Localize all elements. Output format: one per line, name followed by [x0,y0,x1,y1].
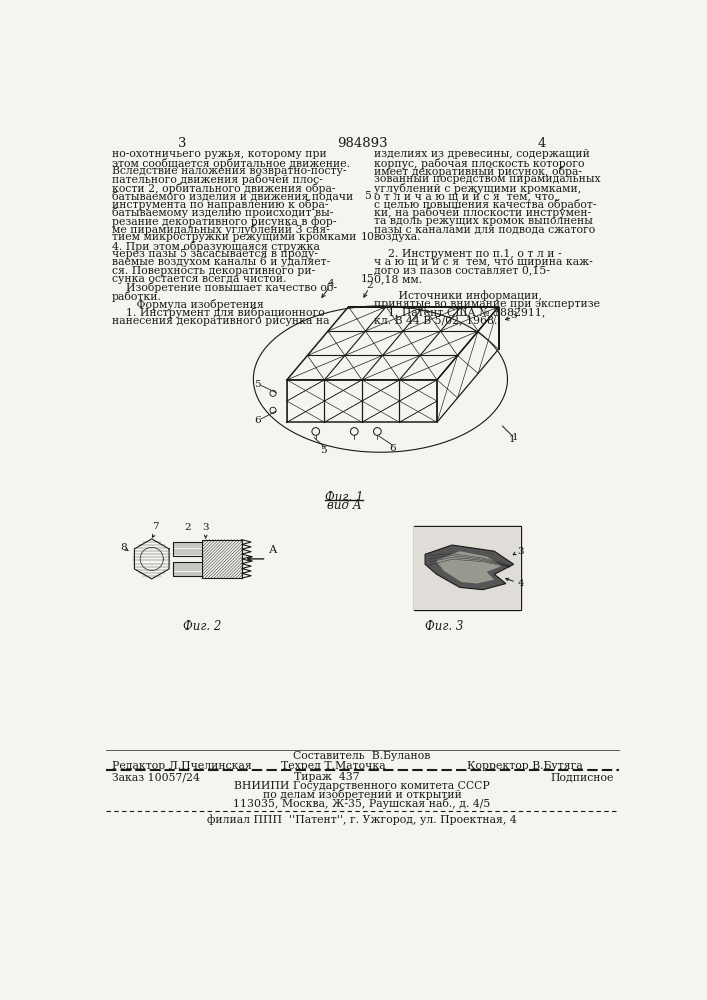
Text: 1: 1 [509,435,516,444]
Text: ки, на рабочей плоскости инструмен-: ки, на рабочей плоскости инструмен- [373,207,591,218]
Text: та вдоль режущих кромок выполнены: та вдоль режущих кромок выполнены [373,216,592,226]
Text: 2: 2 [184,523,190,532]
Text: 5: 5 [255,380,261,389]
Text: зованный посредством пирамидальных: зованный посредством пирамидальных [373,174,600,184]
Text: 3: 3 [202,523,209,532]
Text: кл. В 44 В 5/02, 1968.: кл. В 44 В 5/02, 1968. [373,316,497,326]
Text: через пазы 5 засасывается в проду-: через пазы 5 засасывается в проду- [112,249,317,259]
Text: 3: 3 [518,547,524,556]
Text: 2: 2 [366,281,373,290]
Text: имеет декоративный рисунок, обра-: имеет декоративный рисунок, обра- [373,166,581,177]
Text: Подписное: Подписное [550,772,614,782]
Text: 4: 4 [328,279,334,288]
Text: Фиг. 3: Фиг. 3 [425,620,464,634]
Text: А: А [269,545,277,555]
Text: кости 2, орбитального движения обра-: кости 2, орбитального движения обра- [112,183,335,194]
Text: тием микростружки режущими кромками: тием микростружки режущими кромками [112,232,356,242]
Text: дого из пазов составляет 0,15-: дого из пазов составляет 0,15- [373,266,549,276]
Bar [173,562,201,576]
Bar [414,526,521,610]
Text: 6: 6 [390,444,396,453]
Text: Вследствие наложения возвратно-посту-: Вследствие наложения возвратно-посту- [112,166,346,176]
Text: корпус, рабочая плоскость которого: корпус, рабочая плоскость которого [373,158,584,169]
Text: вид А: вид А [327,499,361,512]
Text: Фиг. 2: Фиг. 2 [182,620,221,634]
Text: 2. Инструмент по п.1, о т л и -: 2. Инструмент по п.1, о т л и - [373,249,561,259]
Text: 15: 15 [361,274,375,284]
Text: 7: 7 [152,522,159,531]
Text: ваемые воздухом каналы 6 и удаляет-: ваемые воздухом каналы 6 и удаляет- [112,257,330,267]
Text: Корректор В.Бутяга: Корректор В.Бутяга [467,761,583,771]
Bar [201,540,242,578]
Text: по делам изобретений и открытий: по делам изобретений и открытий [262,789,462,800]
Text: воздуха.: воздуха. [373,232,421,242]
Text: Редактор Л.Пчелинская: Редактор Л.Пчелинская [112,761,252,771]
Text: нанесения декоративного рисунка на: нанесения декоративного рисунка на [112,316,329,326]
Text: 0,18 мм.: 0,18 мм. [373,274,421,284]
Text: 4: 4 [518,579,524,588]
Text: Заказ 10057/24: Заказ 10057/24 [112,772,199,782]
Text: принятые во внимание при экспертизе: принятые во внимание при экспертизе [373,299,600,309]
Text: работки.: работки. [112,291,162,302]
Polygon shape [425,545,514,590]
Text: углублений с режущими кромками,: углублений с режущими кромками, [373,183,580,194]
Text: ч а ю щ и й с я  тем, что ширина каж-: ч а ю щ и й с я тем, что ширина каж- [373,257,592,267]
Text: 4: 4 [538,137,547,150]
Text: изделиях из древесины, содержащий: изделиях из древесины, содержащий [373,149,590,159]
Text: ме пирамидальных углублений 3 сня-: ме пирамидальных углублений 3 сня- [112,224,329,235]
Text: Составитель  В.Буланов: Составитель В.Буланов [293,751,431,761]
Text: резание декоративного рисунка в фор-: резание декоративного рисунка в фор- [112,216,337,227]
Text: Тираж  437: Тираж 437 [293,772,359,782]
Text: Источники информации,: Источники информации, [373,291,542,301]
Text: 5: 5 [364,191,371,201]
Text: сунка остается всегда чистой.: сунка остается всегда чистой. [112,274,286,284]
Text: Техред Т.Маточка: Техред Т.Маточка [281,761,386,771]
Text: 8: 8 [121,543,127,552]
Text: батываемому изделию происходит вы-: батываемому изделию происходит вы- [112,207,333,218]
Text: инструмента по направлению к обра-: инструмента по направлению к обра- [112,199,328,210]
Text: о т л и ч а ю щ и й с я  тем, что,: о т л и ч а ю щ и й с я тем, что, [373,191,557,201]
Polygon shape [437,551,502,584]
Bar [414,527,520,610]
Text: пательного движения рабочей плос-: пательного движения рабочей плос- [112,174,322,185]
Text: 6: 6 [255,416,261,425]
Text: ся. Поверхность декоративного ри-: ся. Поверхность декоративного ри- [112,266,315,276]
Text: батываемого изделия и движения подачи: батываемого изделия и движения подачи [112,191,353,201]
Text: 4. При этом образующаяся стружка: 4. При этом образующаяся стружка [112,241,320,252]
Text: 1. Патент США № 3882911,: 1. Патент США № 3882911, [373,307,545,317]
Text: 984893: 984893 [337,137,387,150]
Text: 3: 3 [510,311,518,320]
Text: 5: 5 [320,446,327,455]
Text: 113035, Москва, Ж-35, Раушская наб., д. 4/5: 113035, Москва, Ж-35, Раушская наб., д. … [233,798,491,809]
Text: пазы с каналами для подвода сжатого: пазы с каналами для подвода сжатого [373,224,595,234]
Text: 3: 3 [178,137,187,150]
Text: 1: 1 [513,433,519,442]
Text: этом сообщается орбитальное движение.: этом сообщается орбитальное движение. [112,158,350,169]
Text: Формула изобретения: Формула изобретения [112,299,264,310]
Text: с целью повышения качества обработ-: с целью повышения качества обработ- [373,199,596,210]
Bar [173,542,201,556]
Text: но-охотничьего ружья, которому при: но-охотничьего ружья, которому при [112,149,327,159]
Text: Фиг. 1: Фиг. 1 [325,491,363,504]
Text: 1. Инструмент для вибрационного: 1. Инструмент для вибрационного [112,307,325,318]
Text: филиал ППП  ''Патент'', г. Ужгород, ул. Проектная, 4: филиал ППП ''Патент'', г. Ужгород, ул. П… [207,814,517,825]
Text: Изобретение повышает качество об-: Изобретение повышает качество об- [112,282,337,293]
Text: ВНИИПИ Государственного комитета СССР: ВНИИПИ Государственного комитета СССР [234,781,490,791]
Text: 10: 10 [361,232,375,242]
